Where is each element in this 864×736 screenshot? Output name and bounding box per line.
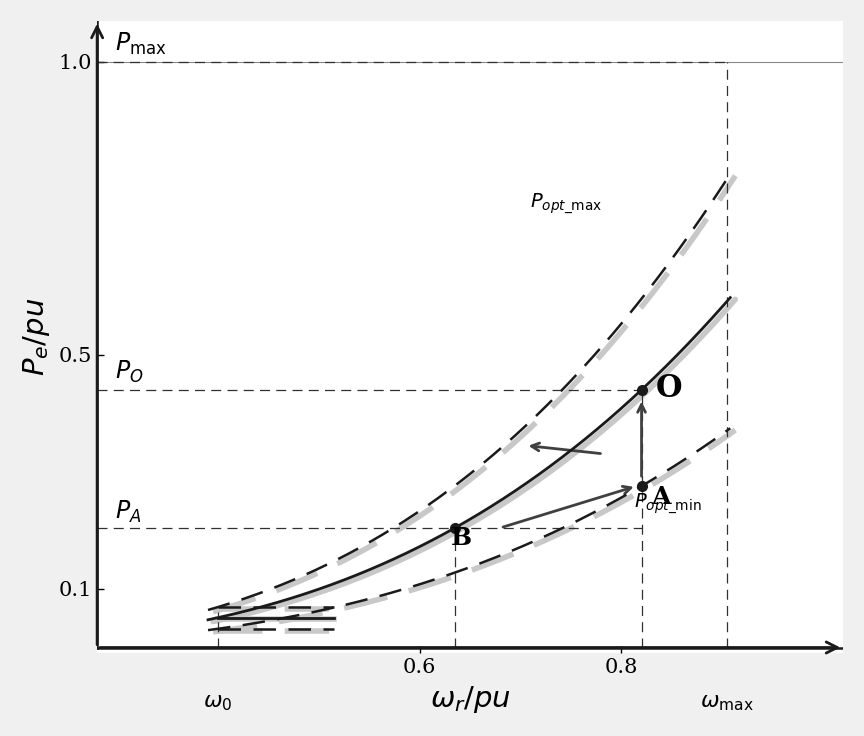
Text: $\omega_0$: $\omega_0$ — [203, 690, 232, 712]
Text: $\omega_{\mathrm{max}}$: $\omega_{\mathrm{max}}$ — [700, 690, 754, 712]
Text: B: B — [451, 526, 472, 551]
Text: A: A — [651, 484, 671, 509]
Text: $P_{\mathrm{max}}$: $P_{\mathrm{max}}$ — [115, 32, 167, 57]
Text: $P_A$: $P_A$ — [115, 499, 142, 526]
X-axis label: $\omega_r / pu$: $\omega_r / pu$ — [429, 684, 511, 715]
Text: $P_{opt\_\mathrm{max}}$: $P_{opt\_\mathrm{max}}$ — [530, 192, 602, 216]
Text: $P_{opt\_\mathrm{min}}$: $P_{opt\_\mathrm{min}}$ — [634, 492, 702, 517]
Text: O: O — [656, 372, 683, 403]
Y-axis label: $P_e / pu$: $P_e / pu$ — [21, 298, 52, 376]
Text: $P_O$: $P_O$ — [115, 359, 144, 386]
